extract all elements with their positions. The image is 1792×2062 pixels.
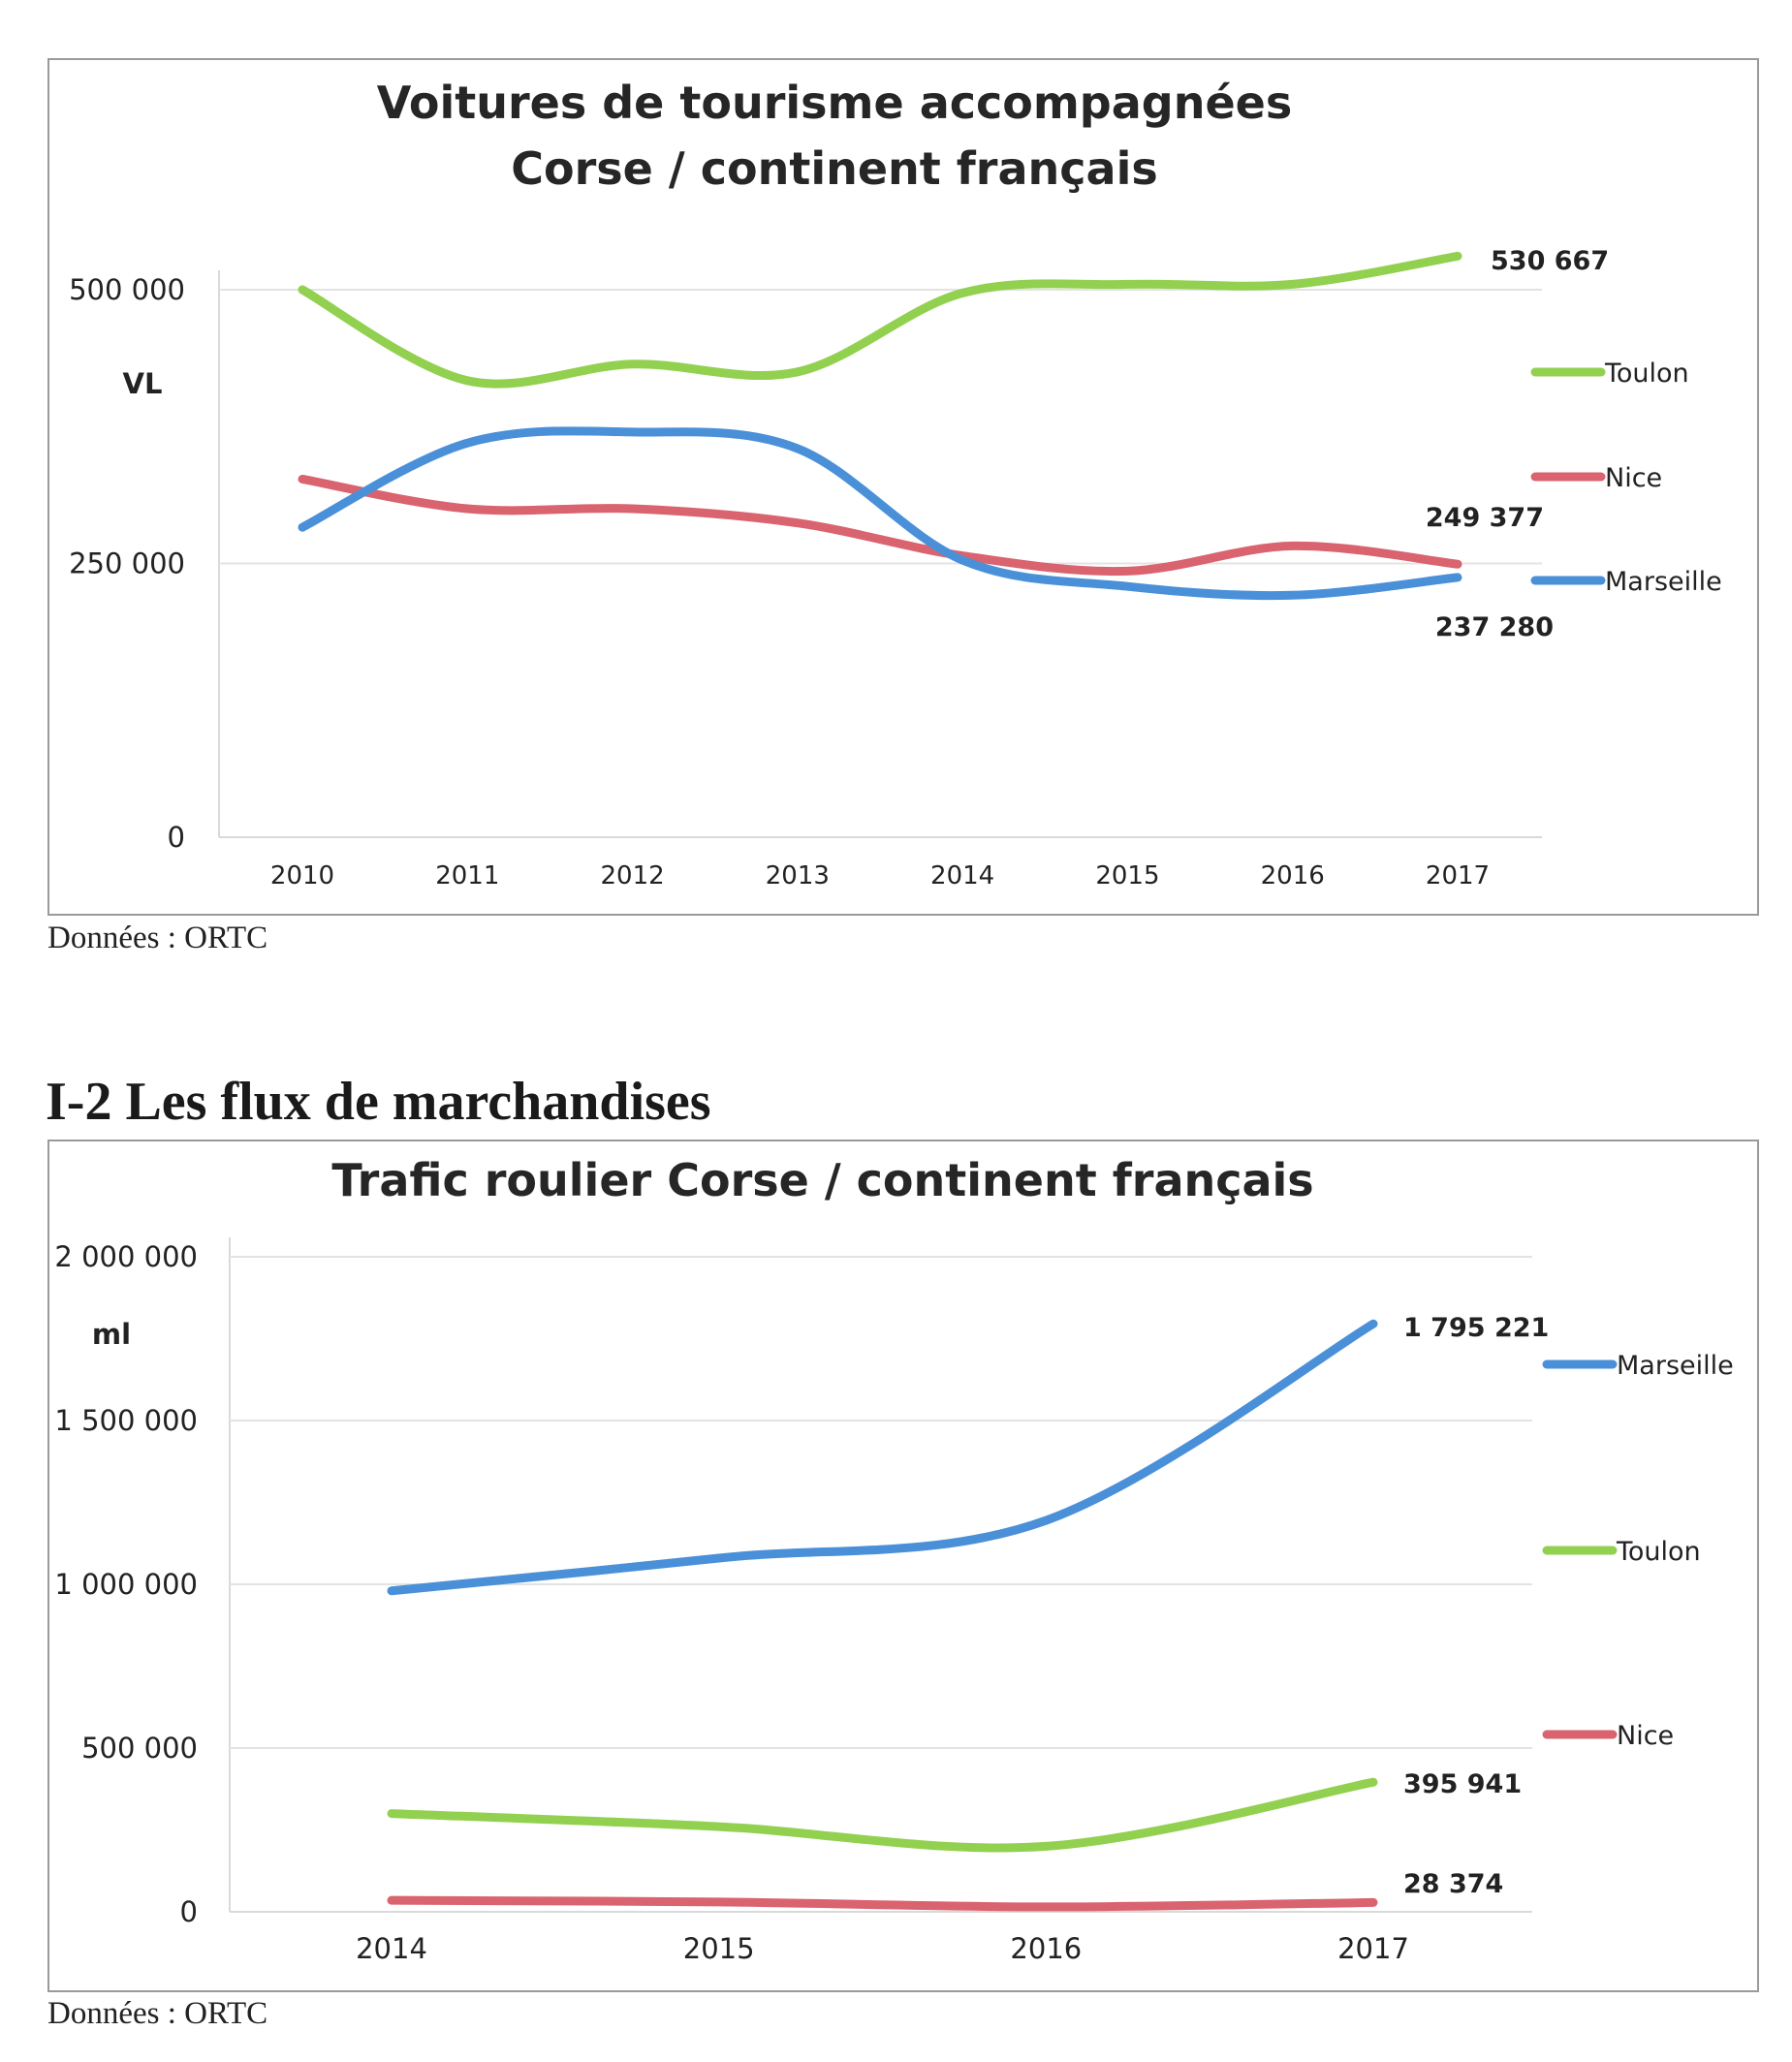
chart-title: Corse / continent français	[511, 142, 1157, 195]
x-tick-label: 2011	[435, 861, 499, 890]
x-tick-label: 2016	[1010, 1932, 1082, 1965]
chart-frame-vehicles: Voitures de tourisme accompagnées Corse /…	[47, 58, 1759, 916]
x-tick-label: 2013	[766, 861, 830, 890]
series-line-marseille	[387, 1319, 1378, 1596]
chart-title: Voitures de tourisme accompagnées	[377, 77, 1292, 129]
legend-label-marseille: Marseille	[1617, 1351, 1734, 1381]
y-tick-label: 2 000 000	[54, 1240, 198, 1273]
y-tick-label: 500 000	[69, 273, 185, 306]
series-line-toulon	[387, 1777, 1378, 1853]
chart-vehicles: Voitures de tourisme accompagnées Corse /…	[69, 77, 1722, 890]
series-line-marseille	[298, 426, 1462, 601]
legend-label-toulon: Toulon	[1616, 1537, 1701, 1567]
chart-frame-freight: Trafic roulier Corse / continent françai…	[47, 1140, 1759, 1992]
legend-label-nice: Nice	[1605, 463, 1662, 493]
data-label-nice: 28 374	[1403, 1869, 1503, 1899]
y-tick-label: 500 000	[81, 1732, 198, 1765]
chart-title: Trafic roulier Corse / continent françai…	[331, 1154, 1313, 1206]
x-tick-label: 2015	[1095, 861, 1159, 890]
legend-label-marseille: Marseille	[1605, 567, 1722, 597]
data-label-nice: 249 377	[1426, 503, 1544, 533]
data-label-marseille: 1 795 221	[1403, 1313, 1549, 1343]
x-tick-label: 2012	[600, 861, 664, 890]
legend-label-toulon: Toulon	[1604, 359, 1689, 389]
y-tick-label: 1 500 000	[54, 1404, 198, 1437]
x-tick-label: 2010	[270, 861, 334, 890]
data-label-toulon: 530 667	[1491, 246, 1609, 276]
series-line-nice	[387, 1895, 1378, 1912]
x-tick-label: 2017	[1337, 1932, 1409, 1965]
data-label-marseille: 237 280	[1435, 612, 1554, 642]
series-line-toulon	[298, 251, 1462, 389]
chart-freight: Trafic roulier Corse / continent françai…	[54, 1154, 1734, 1965]
x-tick-label: 2015	[683, 1932, 755, 1965]
legend-label-nice: Nice	[1617, 1721, 1674, 1751]
x-tick-label: 2014	[930, 861, 994, 890]
y-unit-label: ml	[92, 1318, 131, 1351]
chart-source: Données : ORTC	[47, 921, 268, 955]
y-unit-label: VL	[123, 367, 163, 400]
y-tick-label: 1 000 000	[54, 1568, 198, 1601]
section-heading: I-2 Les flux de marchandises	[46, 1072, 711, 1132]
x-tick-label: 2014	[356, 1932, 427, 1965]
x-tick-label: 2016	[1261, 861, 1325, 890]
chart-source: Données : ORTC	[47, 1996, 268, 2031]
y-tick-label: 0	[168, 821, 185, 854]
x-tick-label: 2017	[1426, 861, 1490, 890]
series-line-nice	[298, 474, 1462, 577]
y-tick-label: 0	[180, 1895, 198, 1928]
data-label-toulon: 395 941	[1403, 1769, 1522, 1799]
y-tick-label: 250 000	[69, 547, 185, 580]
